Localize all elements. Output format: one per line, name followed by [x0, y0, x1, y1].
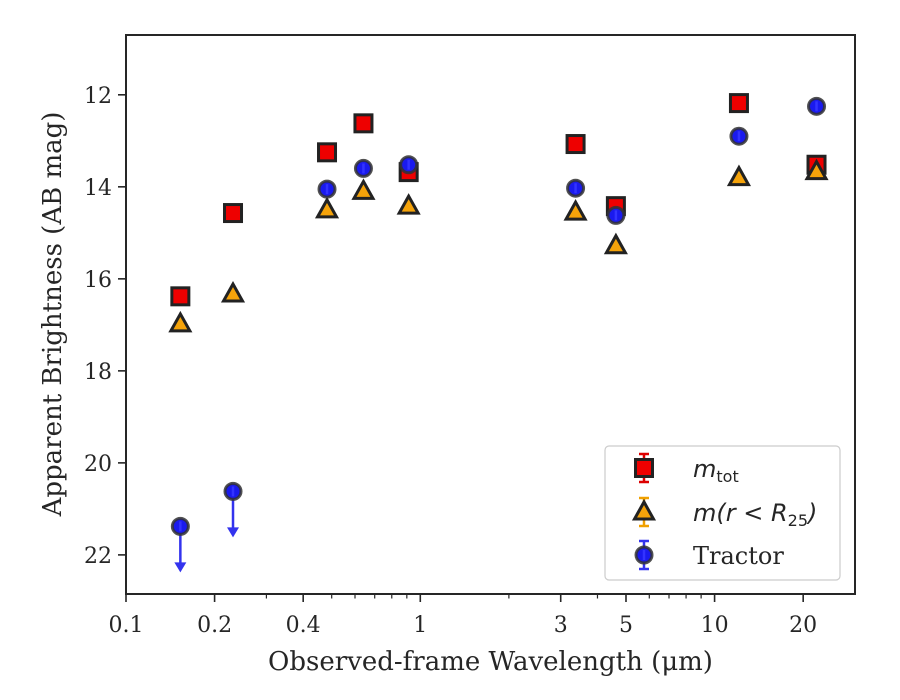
legend-label-subscript: tot — [716, 467, 738, 486]
square-point — [317, 142, 338, 163]
y-tick-label: 14 — [84, 176, 112, 201]
upper-limit-arrowhead — [227, 527, 240, 538]
triangle-point — [563, 199, 588, 221]
y-tick-label: 20 — [84, 452, 112, 477]
circle-point — [353, 158, 373, 178]
legend-label-subscript: 25 — [788, 511, 808, 530]
triangle-point — [314, 196, 340, 219]
y-tick-label: 12 — [84, 84, 112, 109]
y-tick-label: 22 — [84, 544, 112, 569]
axis-ticks: 0.1 0.2 0.4 1 3 5 10 20 12 14 16 18 20 22 — [84, 84, 817, 638]
legend-square-marker — [634, 458, 654, 478]
x-axis-label: Observed-frame Wavelength (μm) — [268, 647, 713, 677]
circle-point — [606, 205, 626, 225]
x-tick-label: 0.4 — [286, 613, 321, 638]
x-tick-label: 5 — [619, 613, 633, 638]
legend-circle-marker — [634, 545, 654, 565]
square-point — [728, 93, 749, 114]
circle-point — [223, 481, 243, 501]
legend-label: m(r < R25) — [693, 499, 817, 530]
triangle-point — [603, 232, 628, 255]
y-axis-label: Apparent Brightness (AB mag) — [38, 112, 68, 518]
circle-point — [170, 516, 190, 536]
legend-label: Tractor — [693, 542, 784, 570]
plot-frame — [125, 34, 856, 595]
x-tick-label: 10 — [701, 613, 729, 638]
data-marks — [168, 93, 829, 573]
triangle-point — [396, 193, 421, 215]
triangle-point — [168, 310, 193, 333]
legend-label: mtot — [693, 455, 739, 486]
legend-label-main: m(r < R — [693, 499, 788, 527]
square-point — [170, 286, 191, 307]
square-point — [565, 134, 586, 155]
triangle-point — [220, 280, 246, 303]
y-tick-label: 16 — [84, 268, 112, 293]
triangle-point — [804, 158, 829, 181]
circle-point — [399, 155, 419, 175]
y-tick-label: 18 — [84, 360, 112, 385]
circle-point — [807, 96, 827, 116]
upper-limit-arrowhead — [174, 562, 187, 573]
x-tick-label: 0.1 — [109, 613, 144, 638]
triangle-point — [726, 164, 752, 187]
square-point — [353, 113, 374, 134]
legend-label-close: ) — [806, 499, 817, 527]
circle-point — [317, 179, 337, 199]
x-tick-label: 0.2 — [197, 613, 232, 638]
legend: mtot m(r < R25) Tractor — [604, 445, 841, 581]
legend-label-main: m — [693, 455, 716, 483]
circle-point — [729, 126, 749, 146]
x-tick-label: 20 — [789, 613, 817, 638]
x-tick-label: 3 — [554, 613, 568, 638]
legend-box — [604, 445, 841, 581]
circle-point — [566, 178, 586, 198]
triangle-point — [351, 178, 376, 200]
square-point — [223, 203, 244, 224]
x-tick-label: 1 — [413, 613, 427, 638]
legend-triangle-marker — [631, 498, 657, 521]
